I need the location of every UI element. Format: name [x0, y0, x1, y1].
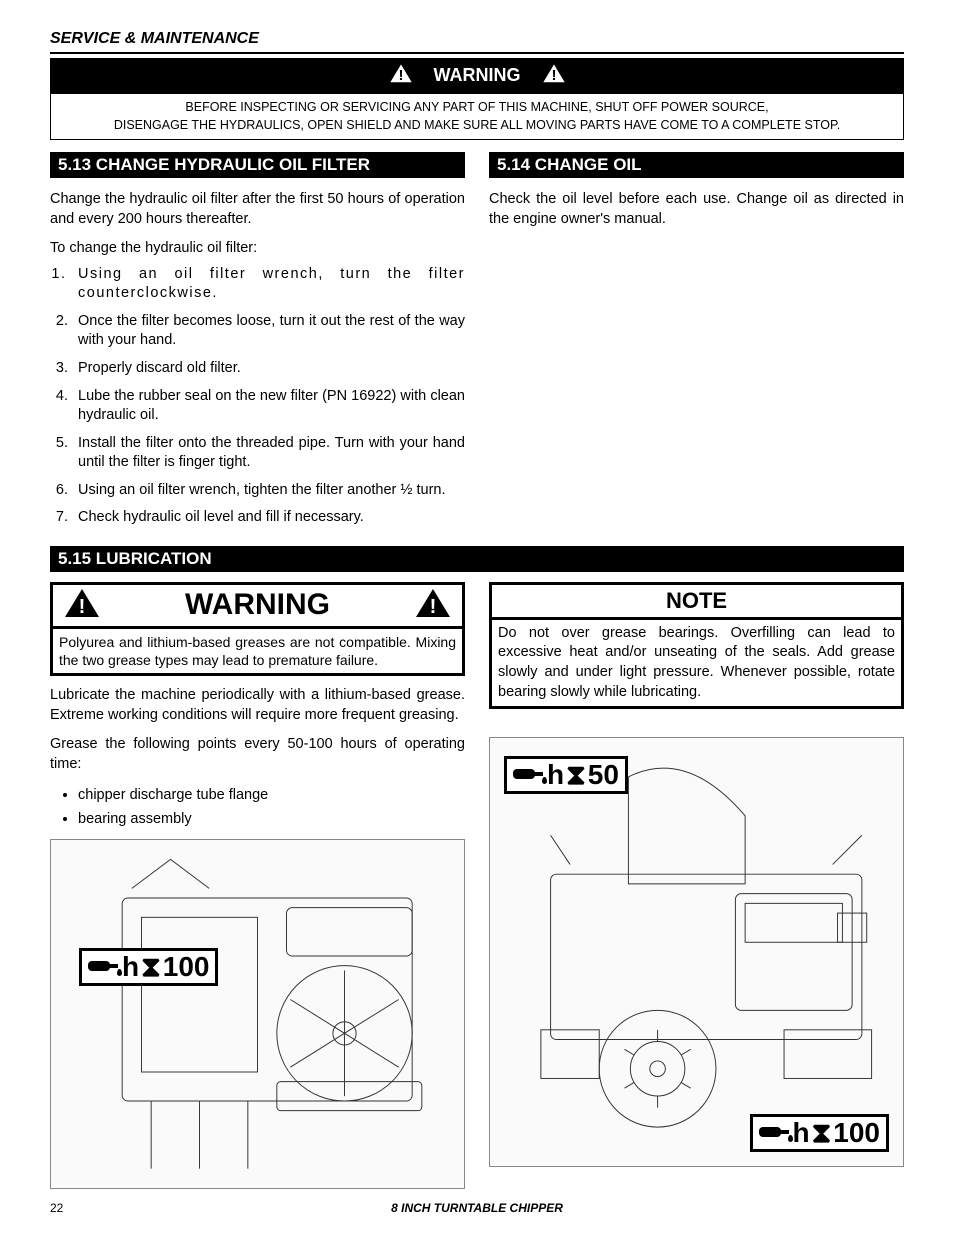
sec514-body: Check the oil level before each use. Cha… [489, 190, 904, 229]
grease-gun-icon [511, 763, 545, 787]
heading-5-15: 5.15 LUBRICATION [50, 546, 904, 572]
step-7: Check hydraulic oil level and fill if ne… [72, 508, 465, 528]
chipper-line-art-left [51, 840, 464, 1188]
step-5: Install the filter onto the threaded pip… [72, 434, 465, 473]
svg-text:!: ! [398, 67, 403, 84]
footer-spacer [901, 1201, 904, 1215]
fig-left-prefix: h [122, 953, 139, 981]
hourglass-icon: ⧗ [566, 761, 586, 789]
step-2: Once the filter becomes loose, turn it o… [72, 312, 465, 351]
section-title: SERVICE & MAINTENANCE [50, 30, 904, 48]
col-right-514: 5.14 CHANGE OIL Check the oil level befo… [489, 152, 904, 536]
svg-text:!: ! [430, 596, 437, 618]
step-6: Using an oil filter wrench, tighten the … [72, 481, 465, 501]
grease-gun-icon [86, 955, 120, 979]
lube-para1: Lubricate the machine periodically with … [50, 686, 465, 725]
warning-triangle-icon: ! [388, 62, 414, 89]
figure-label-right-bottom: h⧗100 [750, 1114, 889, 1152]
columns-lubrication: ! WARNING ! Polyurea and lithium-based g… [50, 582, 904, 1189]
sec513-lead: To change the hydraulic oil filter: [50, 239, 465, 259]
warning-triangle-icon: ! [63, 587, 101, 624]
sec513-steps: Using an oil filter wrench, turn the fil… [50, 265, 465, 528]
fig-right-bottom-prefix: h [793, 1119, 810, 1147]
warning-box-title: WARNING [185, 588, 330, 622]
header-rule [50, 52, 904, 54]
page-footer: 22 8 INCH TURNTABLE CHIPPER [50, 1201, 904, 1215]
note-box-title: NOTE [492, 585, 901, 620]
top-warning-bar: ! WARNING ! [50, 58, 904, 93]
col-left-lube: ! WARNING ! Polyurea and lithium-based g… [50, 582, 465, 1189]
note-box: NOTE Do not over grease bearings. Overfi… [489, 582, 904, 709]
warning-box-header: ! WARNING ! [53, 585, 462, 629]
top-warning-line2: DISENGAGE THE HYDRAULICS, OPEN SHIELD AN… [114, 118, 840, 132]
figure-label-left: h⧗100 [79, 948, 218, 986]
svg-text:!: ! [551, 67, 556, 84]
hourglass-icon: ⧗ [812, 1119, 832, 1147]
fig-right-bottom-hours: 100 [833, 1119, 880, 1147]
note-box-body: Do not over grease bearings. Overfilling… [492, 620, 901, 706]
heading-5-14: 5.14 CHANGE OIL [489, 152, 904, 178]
fig-right-top-hours: 50 [588, 761, 619, 789]
warning-box: ! WARNING ! Polyurea and lithium-based g… [50, 582, 465, 676]
step-4: Lube the rubber seal on the new filter (… [72, 387, 465, 426]
col-right-lube: NOTE Do not over grease bearings. Overfi… [489, 582, 904, 1189]
chipper-line-art-right [490, 738, 903, 1166]
grease-gun-icon [757, 1121, 791, 1145]
columns-5-13-5-14: 5.13 CHANGE HYDRAULIC OIL FILTER Change … [50, 152, 904, 536]
fig-right-top-prefix: h [547, 761, 564, 789]
col-left-513: 5.13 CHANGE HYDRAULIC OIL FILTER Change … [50, 152, 465, 536]
hourglass-icon: ⧗ [141, 953, 161, 981]
top-warning-text: BEFORE INSPECTING OR SERVICING ANY PART … [50, 93, 904, 140]
sec513-intro: Change the hydraulic oil filter after th… [50, 190, 465, 229]
footer-title: 8 INCH TURNTABLE CHIPPER [391, 1201, 563, 1215]
figure-label-right-top: h⧗50 [504, 756, 628, 794]
top-warning-label: WARNING [434, 65, 521, 86]
lube-para2: Grease the following points every 50-100… [50, 735, 465, 774]
bullet-2: bearing assembly [78, 809, 465, 829]
step-1: Using an oil filter wrench, turn the fil… [72, 265, 465, 304]
fig-left-hours: 100 [163, 953, 210, 981]
svg-text:!: ! [79, 596, 86, 618]
figure-right: h⧗50 h⧗100 [489, 737, 904, 1167]
warning-triangle-icon: ! [541, 62, 567, 89]
heading-5-13: 5.13 CHANGE HYDRAULIC OIL FILTER [50, 152, 465, 178]
warning-triangle-icon: ! [414, 587, 452, 624]
warning-box-body: Polyurea and lithium-based greases are n… [53, 629, 462, 673]
top-warning-line1: BEFORE INSPECTING OR SERVICING ANY PART … [185, 100, 768, 114]
page-number: 22 [50, 1201, 63, 1215]
bullet-1: chipper discharge tube flange [78, 785, 465, 805]
lube-bullets: chipper discharge tube flange bearing as… [50, 785, 465, 830]
figure-left: h⧗100 [50, 839, 465, 1189]
step-3: Properly discard old filter. [72, 359, 465, 379]
